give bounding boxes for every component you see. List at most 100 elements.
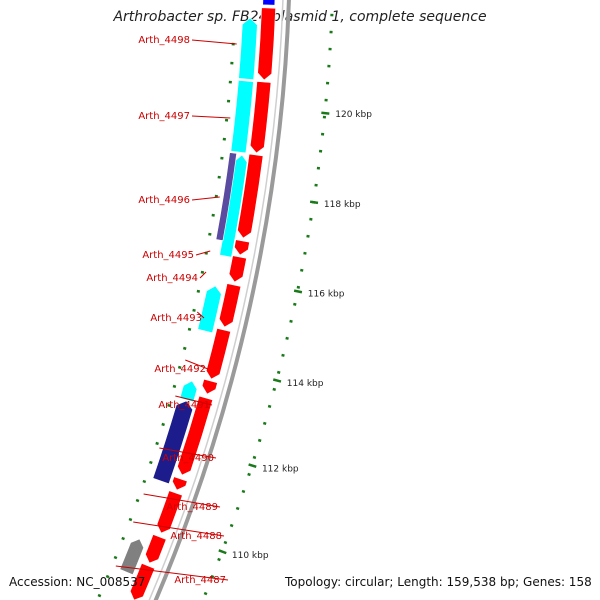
forward-cds-arrow	[205, 328, 231, 380]
ruler-label: 120 kbp	[335, 110, 372, 120]
features	[119, 0, 276, 600]
forward-cds-arrow	[257, 7, 276, 81]
reverse-cds-dark-arrow	[152, 400, 193, 485]
ruler-label: 114 kbp	[287, 379, 324, 389]
ruler-tick	[272, 387, 277, 391]
inner-tick	[149, 460, 153, 465]
ruler-label: 112 kbp	[262, 465, 299, 475]
inner-tick	[204, 251, 208, 255]
inner-tick	[211, 213, 215, 217]
ruler-tick	[281, 353, 285, 357]
inner-tick	[192, 308, 196, 312]
inner-tick	[128, 517, 133, 522]
forward-cds-arrow	[129, 562, 156, 600]
reverse-cds-arrow	[238, 17, 258, 80]
ruler-tick	[285, 336, 289, 340]
forward-cds-arrow	[249, 81, 272, 154]
gene-label-line	[191, 196, 220, 201]
inner-tick	[155, 441, 159, 446]
inner-tick	[200, 270, 205, 274]
ruler-tick	[203, 591, 208, 596]
inner-tick	[142, 479, 147, 484]
ruler-tick	[217, 557, 221, 562]
inner-tick	[97, 593, 102, 598]
backbone	[148, 0, 291, 600]
forward-cds-arrow	[156, 490, 183, 534]
forward-cds-arrow	[228, 255, 247, 283]
ruler-tick	[306, 234, 310, 238]
forward-cds-arrow	[237, 153, 264, 239]
gene-label-line	[195, 250, 211, 256]
gene-label: Arth_4493	[150, 313, 202, 324]
gene-label-line	[143, 493, 221, 508]
map-title: Arthrobacter sp. FB24 plasmid 1, complet…	[113, 9, 487, 25]
ruler-major-tick	[309, 200, 319, 205]
ruler-tick	[229, 523, 234, 528]
ruler-tick	[241, 489, 246, 494]
ruler-tick	[262, 421, 267, 426]
inner-tick	[182, 346, 187, 350]
gene-label-line	[199, 271, 207, 279]
reverse-cds-arrow	[197, 285, 222, 334]
ruler-tick	[289, 319, 293, 323]
ruler-tick	[223, 540, 228, 545]
ruler-tick	[235, 506, 240, 511]
inner-tick	[121, 536, 125, 541]
ruler-tick	[257, 438, 262, 443]
inner-tick	[172, 384, 177, 389]
ruler-label: 116 kbp	[308, 289, 345, 299]
inner-tick	[105, 574, 110, 579]
gray-feature	[119, 538, 145, 576]
ruler-ticks	[97, 13, 334, 598]
ruler-label: 110 kbp	[232, 551, 269, 561]
gene-label: Arth_4498	[138, 35, 190, 46]
ruler-tick	[252, 455, 257, 460]
inner-tick	[196, 289, 201, 293]
ruler-major-tick	[272, 378, 282, 383]
accession-label: Accession: NC_008537	[9, 575, 146, 589]
ruler-tick	[247, 472, 251, 477]
ruler-labels: 120 kbp 118 kbp 116 kbp 114 kbp 112 kbp 110 k…	[218, 110, 372, 561]
reverse-cds-block	[230, 80, 254, 154]
ruler-major-tick	[218, 549, 227, 555]
forward-cds-arrow	[201, 378, 218, 395]
ruler-tick	[267, 404, 272, 409]
gene-label-line	[159, 447, 217, 459]
ruler-tick	[276, 370, 281, 374]
forward-cds-arrow	[172, 476, 188, 491]
ruler-tick	[210, 574, 215, 579]
gene-label: Arth_4497	[138, 111, 190, 122]
blue-feature	[262, 0, 276, 6]
inner-tick	[208, 232, 212, 236]
gene-label-line	[133, 521, 225, 537]
inner-tick	[135, 498, 140, 503]
gene-label-line	[196, 311, 205, 319]
backbone-outer	[153, 0, 291, 600]
ruler-tick	[293, 302, 297, 306]
purple-feature	[215, 152, 237, 241]
forward-cds-arrow	[177, 395, 214, 476]
backbone-inner	[148, 0, 284, 600]
ruler-label: 118 kbp	[324, 200, 361, 210]
gene-labels: Arth_4498 Arth_4497 Arth_4496 Arth_4495 Arth…	[115, 35, 237, 586]
gene-label: Arth_4495	[142, 250, 194, 261]
gene-label: Arth_4491	[158, 400, 210, 411]
gene-label-line	[191, 39, 237, 45]
inner-tick	[161, 422, 165, 427]
gene-label: Arth_4488	[170, 531, 222, 542]
inner-tick	[113, 555, 118, 560]
inner-tick	[167, 403, 171, 408]
ruler-tick	[296, 285, 301, 289]
ruler-major-tick	[293, 289, 303, 294]
inner-tick	[187, 327, 192, 331]
summary-label: Topology: circular; Length: 159,538 bp; …	[285, 575, 592, 589]
ruler-major-tick	[321, 111, 330, 115]
gene-label: Arth_4490	[162, 453, 214, 464]
gene-label: Arth_4492	[154, 364, 206, 375]
gene-label: Arth_4494	[146, 273, 198, 284]
gene-label-line	[175, 395, 213, 406]
ruler-tick	[303, 251, 307, 255]
forward-cds-arrow	[218, 283, 242, 328]
ruler-major-tick	[248, 463, 257, 469]
